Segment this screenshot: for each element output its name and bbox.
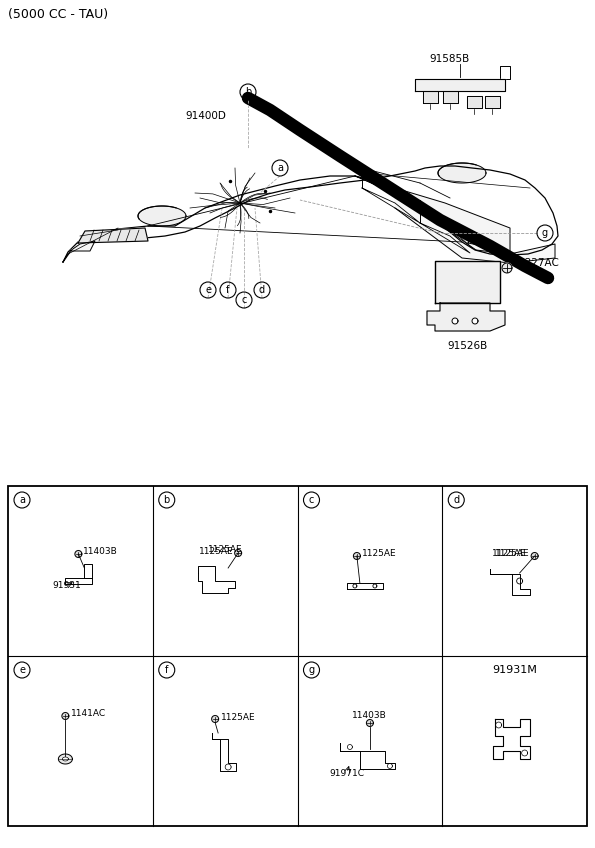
Polygon shape: [340, 743, 395, 769]
Polygon shape: [347, 583, 383, 589]
Polygon shape: [353, 553, 361, 560]
Polygon shape: [58, 754, 73, 764]
Polygon shape: [395, 193, 555, 263]
Polygon shape: [198, 566, 235, 593]
Text: c: c: [242, 295, 247, 305]
Polygon shape: [84, 564, 92, 578]
Text: b: b: [245, 87, 251, 97]
Text: 1327AC: 1327AC: [519, 258, 560, 268]
Text: 91971C: 91971C: [330, 768, 365, 778]
Text: 1125AE: 1125AE: [495, 550, 530, 559]
Polygon shape: [438, 163, 486, 183]
Text: g: g: [542, 228, 548, 238]
Text: d: d: [259, 285, 265, 295]
Polygon shape: [62, 757, 68, 761]
Polygon shape: [415, 79, 505, 91]
Polygon shape: [467, 96, 482, 108]
Text: 1125AE: 1125AE: [199, 546, 233, 555]
Polygon shape: [138, 206, 186, 226]
Text: (5000 CC - TAU): (5000 CC - TAU): [8, 8, 108, 21]
Polygon shape: [75, 550, 82, 557]
Polygon shape: [212, 716, 218, 722]
Text: a: a: [277, 163, 283, 173]
Polygon shape: [62, 712, 69, 719]
Polygon shape: [502, 263, 512, 273]
Text: 11403B: 11403B: [352, 711, 387, 719]
Text: c: c: [309, 495, 314, 505]
Circle shape: [472, 318, 478, 324]
Text: e: e: [205, 285, 211, 295]
Text: f: f: [165, 665, 168, 675]
Polygon shape: [355, 176, 510, 254]
Polygon shape: [443, 91, 458, 103]
Text: 1141AC: 1141AC: [71, 710, 107, 718]
Text: 1125AE: 1125AE: [362, 550, 396, 559]
Polygon shape: [212, 733, 236, 771]
Text: b: b: [164, 495, 170, 505]
Polygon shape: [493, 719, 530, 759]
Text: e: e: [19, 665, 25, 675]
Text: 11403B: 11403B: [83, 548, 118, 556]
Circle shape: [452, 318, 458, 324]
Polygon shape: [423, 91, 438, 103]
Polygon shape: [531, 553, 538, 560]
Polygon shape: [78, 228, 148, 243]
Polygon shape: [65, 578, 92, 584]
Polygon shape: [490, 569, 530, 595]
Text: 1125AE: 1125AE: [208, 544, 243, 554]
Polygon shape: [234, 550, 242, 556]
Text: f: f: [226, 285, 230, 295]
Text: 91526B: 91526B: [447, 341, 487, 351]
Text: 1125AE: 1125AE: [221, 712, 256, 722]
Text: g: g: [308, 665, 315, 675]
Polygon shape: [427, 303, 505, 331]
Text: a: a: [19, 495, 25, 505]
Polygon shape: [70, 241, 95, 251]
Text: 91585B: 91585B: [430, 54, 470, 64]
Text: 91931: 91931: [52, 582, 81, 590]
Polygon shape: [485, 96, 500, 108]
Polygon shape: [435, 261, 500, 303]
Polygon shape: [367, 719, 374, 727]
Bar: [8, 486, 587, 826]
Text: 1125AE: 1125AE: [491, 549, 526, 557]
Text: 91931M: 91931M: [492, 665, 537, 675]
Text: d: d: [453, 495, 459, 505]
Text: 91400D: 91400D: [185, 111, 226, 121]
